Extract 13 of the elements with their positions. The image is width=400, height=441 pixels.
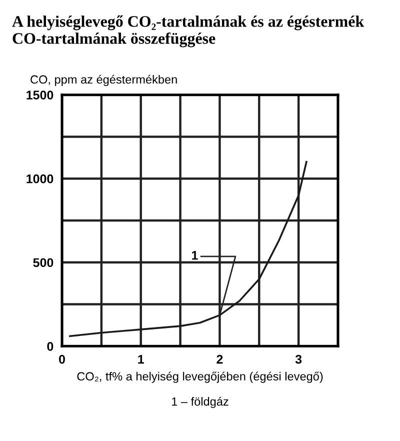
x-tick-label: 0 (59, 354, 65, 364)
annotation: 1 (192, 251, 198, 260)
x-tick-label: 3 (295, 354, 302, 364)
y-tick-label: 0 (47, 342, 54, 351)
y-tick-label: 1000 (26, 174, 54, 184)
x-tick-label: 2 (216, 354, 223, 364)
y-axis-title: CO, ppm az égéstermékben (30, 74, 177, 86)
text: 1 – földgáz (172, 396, 228, 408)
y-tick-label: 1500 (26, 90, 54, 100)
x-tick-label: 1 (138, 354, 144, 364)
x-axis-title: CO₂, tf% a helyiség levegőjében (égési levegő) (77, 372, 323, 383)
chart-title: A helyiséglevegő CO₂-tartalmának és az égéstermék CO-tartalmának összefüggése (12, 15, 364, 48)
y-tick-label: 500 (33, 258, 54, 268)
